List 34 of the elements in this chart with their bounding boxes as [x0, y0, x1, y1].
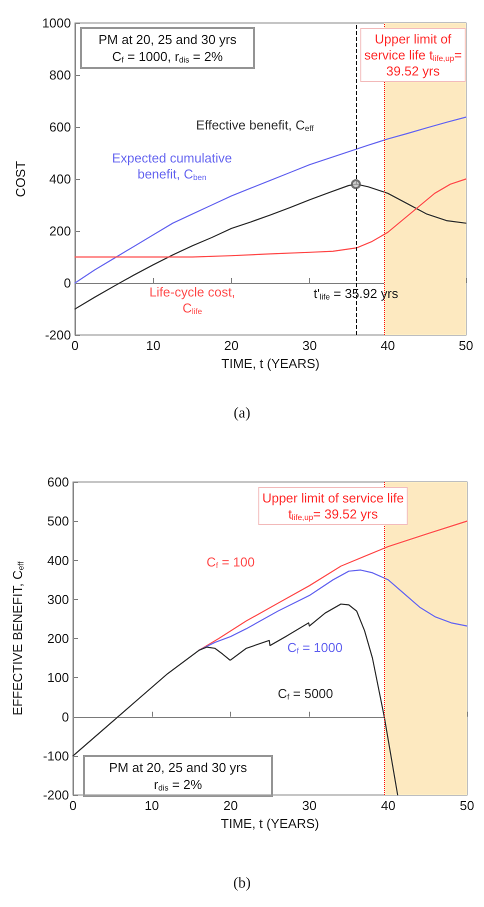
x-tick-label: 30 — [302, 798, 317, 813]
x-tick-label: 20 — [224, 338, 239, 353]
y-tick-label: 300 — [47, 592, 69, 607]
y-tick-label: -200 — [44, 328, 71, 342]
y-tick-label: 1000 — [42, 16, 71, 30]
x-axis-title: TIME, t (YEARS) — [221, 356, 320, 371]
y-tick-label: 800 — [49, 68, 71, 82]
x-axis-title: TIME, t (YEARS) — [220, 816, 320, 831]
x-tick-label: 40 — [380, 798, 396, 813]
y-axis-title: COST — [13, 160, 28, 198]
y-tick-label: 200 — [47, 631, 69, 646]
x-tick-label: 30 — [302, 338, 317, 353]
y-axis-title: EFFECTIVE BENEFIT, Ceff — [10, 560, 26, 716]
y-tick-label: 100 — [47, 670, 69, 686]
text: (a) — [234, 406, 250, 422]
x-tick-label: 40 — [380, 338, 396, 353]
y-tick-label: 200 — [49, 224, 71, 238]
x-tick-label: 50 — [458, 338, 474, 353]
y-tick-label: 0 — [64, 276, 71, 290]
y-tick-label: 600 — [47, 474, 69, 490]
y-tick-label: 0 — [62, 709, 69, 724]
text: (b) — [233, 876, 251, 892]
x-tick-label: 10 — [146, 338, 160, 353]
y-tick-label: -100 — [42, 748, 69, 764]
y-tick-label: 400 — [49, 172, 71, 186]
y-tick-label: 600 — [49, 120, 71, 134]
x-tick-label: 50 — [460, 798, 474, 813]
y-tick-label: -200 — [42, 788, 69, 802]
x-tick-label: 10 — [144, 798, 160, 813]
y-tick-label: 400 — [47, 552, 69, 568]
x-tick-label: 20 — [223, 798, 238, 813]
line-series — [74, 116, 467, 284]
y-tick-label: 500 — [47, 514, 69, 529]
line-series — [72, 603, 398, 796]
